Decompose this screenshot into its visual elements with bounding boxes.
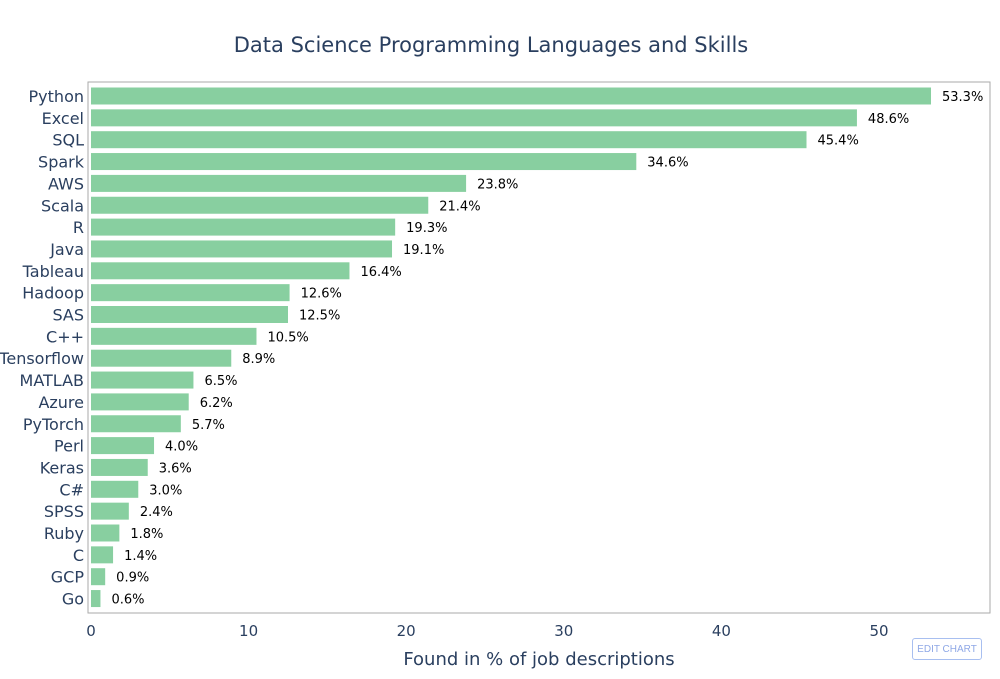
data-label: 3.0% — [149, 483, 182, 498]
bar — [91, 174, 467, 192]
bar — [91, 87, 932, 105]
y-tick-label: Spark — [38, 153, 85, 172]
x-tick-label: 20 — [397, 622, 416, 640]
y-tick-label: Scala — [41, 196, 84, 215]
y-tick-label: SAS — [52, 306, 84, 325]
bar — [91, 458, 148, 476]
bar — [91, 262, 350, 280]
bar — [91, 393, 189, 411]
bar — [91, 153, 637, 171]
y-tick-label: AWS — [48, 174, 84, 193]
bar — [91, 590, 101, 608]
bar — [91, 109, 857, 127]
edit-chart-button[interactable]: EDIT CHART — [912, 638, 982, 660]
data-label: 21.4% — [439, 199, 480, 214]
data-label: 8.9% — [242, 352, 275, 367]
bar — [91, 196, 429, 214]
data-label: 12.5% — [299, 309, 340, 324]
data-label: 12.6% — [301, 287, 342, 302]
y-tick-label: MATLAB — [20, 371, 84, 390]
bar — [91, 437, 155, 455]
data-label: 16.4% — [360, 265, 401, 280]
bar — [91, 415, 181, 433]
data-label: 4.0% — [165, 440, 198, 455]
x-tick-label: 10 — [239, 622, 258, 640]
bar — [91, 218, 396, 236]
y-tick-label: C# — [59, 480, 84, 499]
bar — [91, 502, 129, 520]
bar — [91, 524, 120, 542]
data-label: 34.6% — [647, 156, 688, 171]
x-tick-label: 50 — [869, 622, 888, 640]
plot-frame — [87, 81, 991, 614]
y-tick-label: SQL — [52, 131, 84, 150]
data-label: 45.4% — [818, 134, 859, 149]
data-label: 6.2% — [200, 396, 233, 411]
data-label: 6.5% — [204, 374, 237, 389]
bar — [91, 546, 114, 564]
data-label: 23.8% — [477, 177, 518, 192]
bar — [91, 240, 393, 258]
x-tick-label: 30 — [554, 622, 573, 640]
bar — [91, 327, 257, 345]
y-tick-label: Java — [49, 240, 84, 259]
data-label: 1.4% — [124, 549, 157, 564]
bar — [91, 568, 106, 586]
y-tick-label: Tableau — [22, 262, 84, 281]
data-label: 19.1% — [403, 243, 444, 258]
x-tick-label: 40 — [712, 622, 731, 640]
data-label: 53.3% — [942, 90, 983, 105]
data-label: 19.3% — [406, 221, 447, 236]
y-tick-label: SPSS — [44, 502, 84, 521]
y-tick-label: PyTorch — [23, 415, 84, 434]
y-tick-label: Keras — [40, 458, 84, 477]
bar — [91, 371, 194, 389]
bar — [91, 306, 288, 323]
y-tick-label: R — [73, 218, 84, 237]
y-tick-label: GCP — [51, 568, 85, 587]
data-label: 1.8% — [130, 527, 163, 542]
y-tick-label: Tensorflow — [0, 349, 84, 368]
bar — [91, 284, 290, 302]
bar — [91, 131, 807, 149]
y-tick-label: Go — [62, 590, 84, 609]
data-label: 2.4% — [140, 505, 173, 520]
y-tick-label: Azure — [38, 393, 84, 412]
y-tick-label: Python — [29, 87, 84, 106]
data-label: 10.5% — [267, 330, 308, 345]
chart-title: Data Science Programming Languages and S… — [234, 33, 748, 57]
bar — [91, 349, 232, 367]
bar — [91, 480, 139, 498]
y-tick-label: Perl — [54, 437, 84, 456]
x-tick-label: 0 — [86, 622, 96, 640]
x-axis-label: Found in % of job descriptions — [403, 649, 674, 670]
y-tick-label: C — [73, 546, 84, 565]
data-label: 48.6% — [868, 112, 909, 127]
data-label: 0.6% — [111, 593, 144, 608]
y-tick-label: Ruby — [44, 524, 84, 543]
data-label: 3.6% — [159, 461, 192, 476]
y-tick-label: Excel — [42, 109, 84, 128]
y-tick-label: C++ — [46, 327, 84, 346]
data-label: 5.7% — [192, 418, 225, 433]
data-label: 0.9% — [116, 571, 149, 586]
y-tick-label: Hadoop — [22, 284, 84, 303]
